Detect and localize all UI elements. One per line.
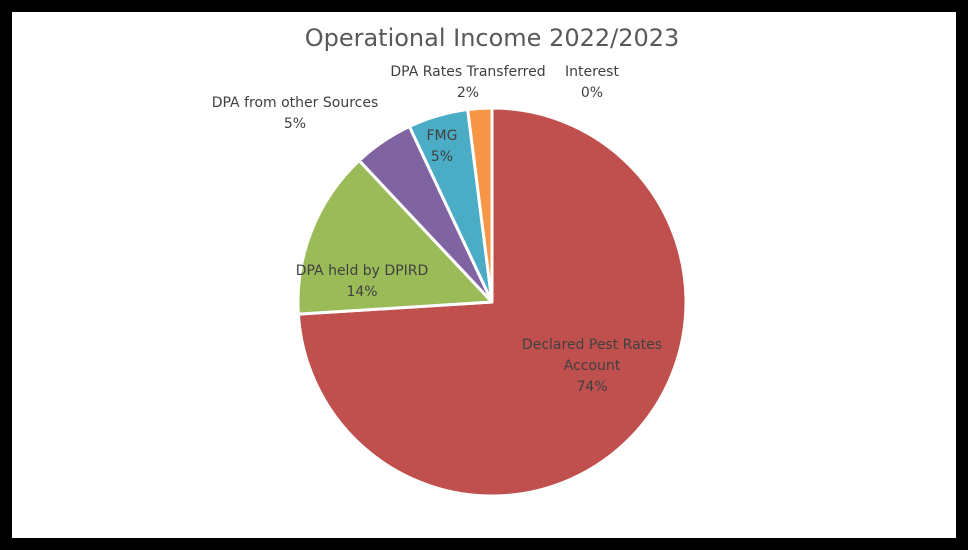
pie-slice-dpa-held-by-dpird	[296, 159, 494, 316]
data-label-declared-pest-rates-account: Declared Pest Rates Account 74%	[522, 337, 662, 395]
pie-chart: Operational Income 2022/2023 Declared Pe…	[212, 24, 688, 498]
data-label-dpa-rates-transferred: DPA Rates Transferred 2%	[390, 64, 545, 101]
data-label-fmg: FMG 5%	[427, 128, 458, 165]
data-label-interest: Interest 0%	[565, 64, 619, 101]
pie-slice-dpa-rates-transferred	[466, 106, 494, 304]
chart-title: Operational Income 2022/2023	[305, 24, 680, 52]
data-label-dpa-from-other-sources: DPA from other Sources 5%	[212, 95, 379, 132]
data-label-dpa-held-by-dpird: DPA held by DPIRD 14%	[296, 263, 429, 300]
chart-frame: Operational Income 2022/2023 Declared Pe…	[12, 12, 956, 538]
